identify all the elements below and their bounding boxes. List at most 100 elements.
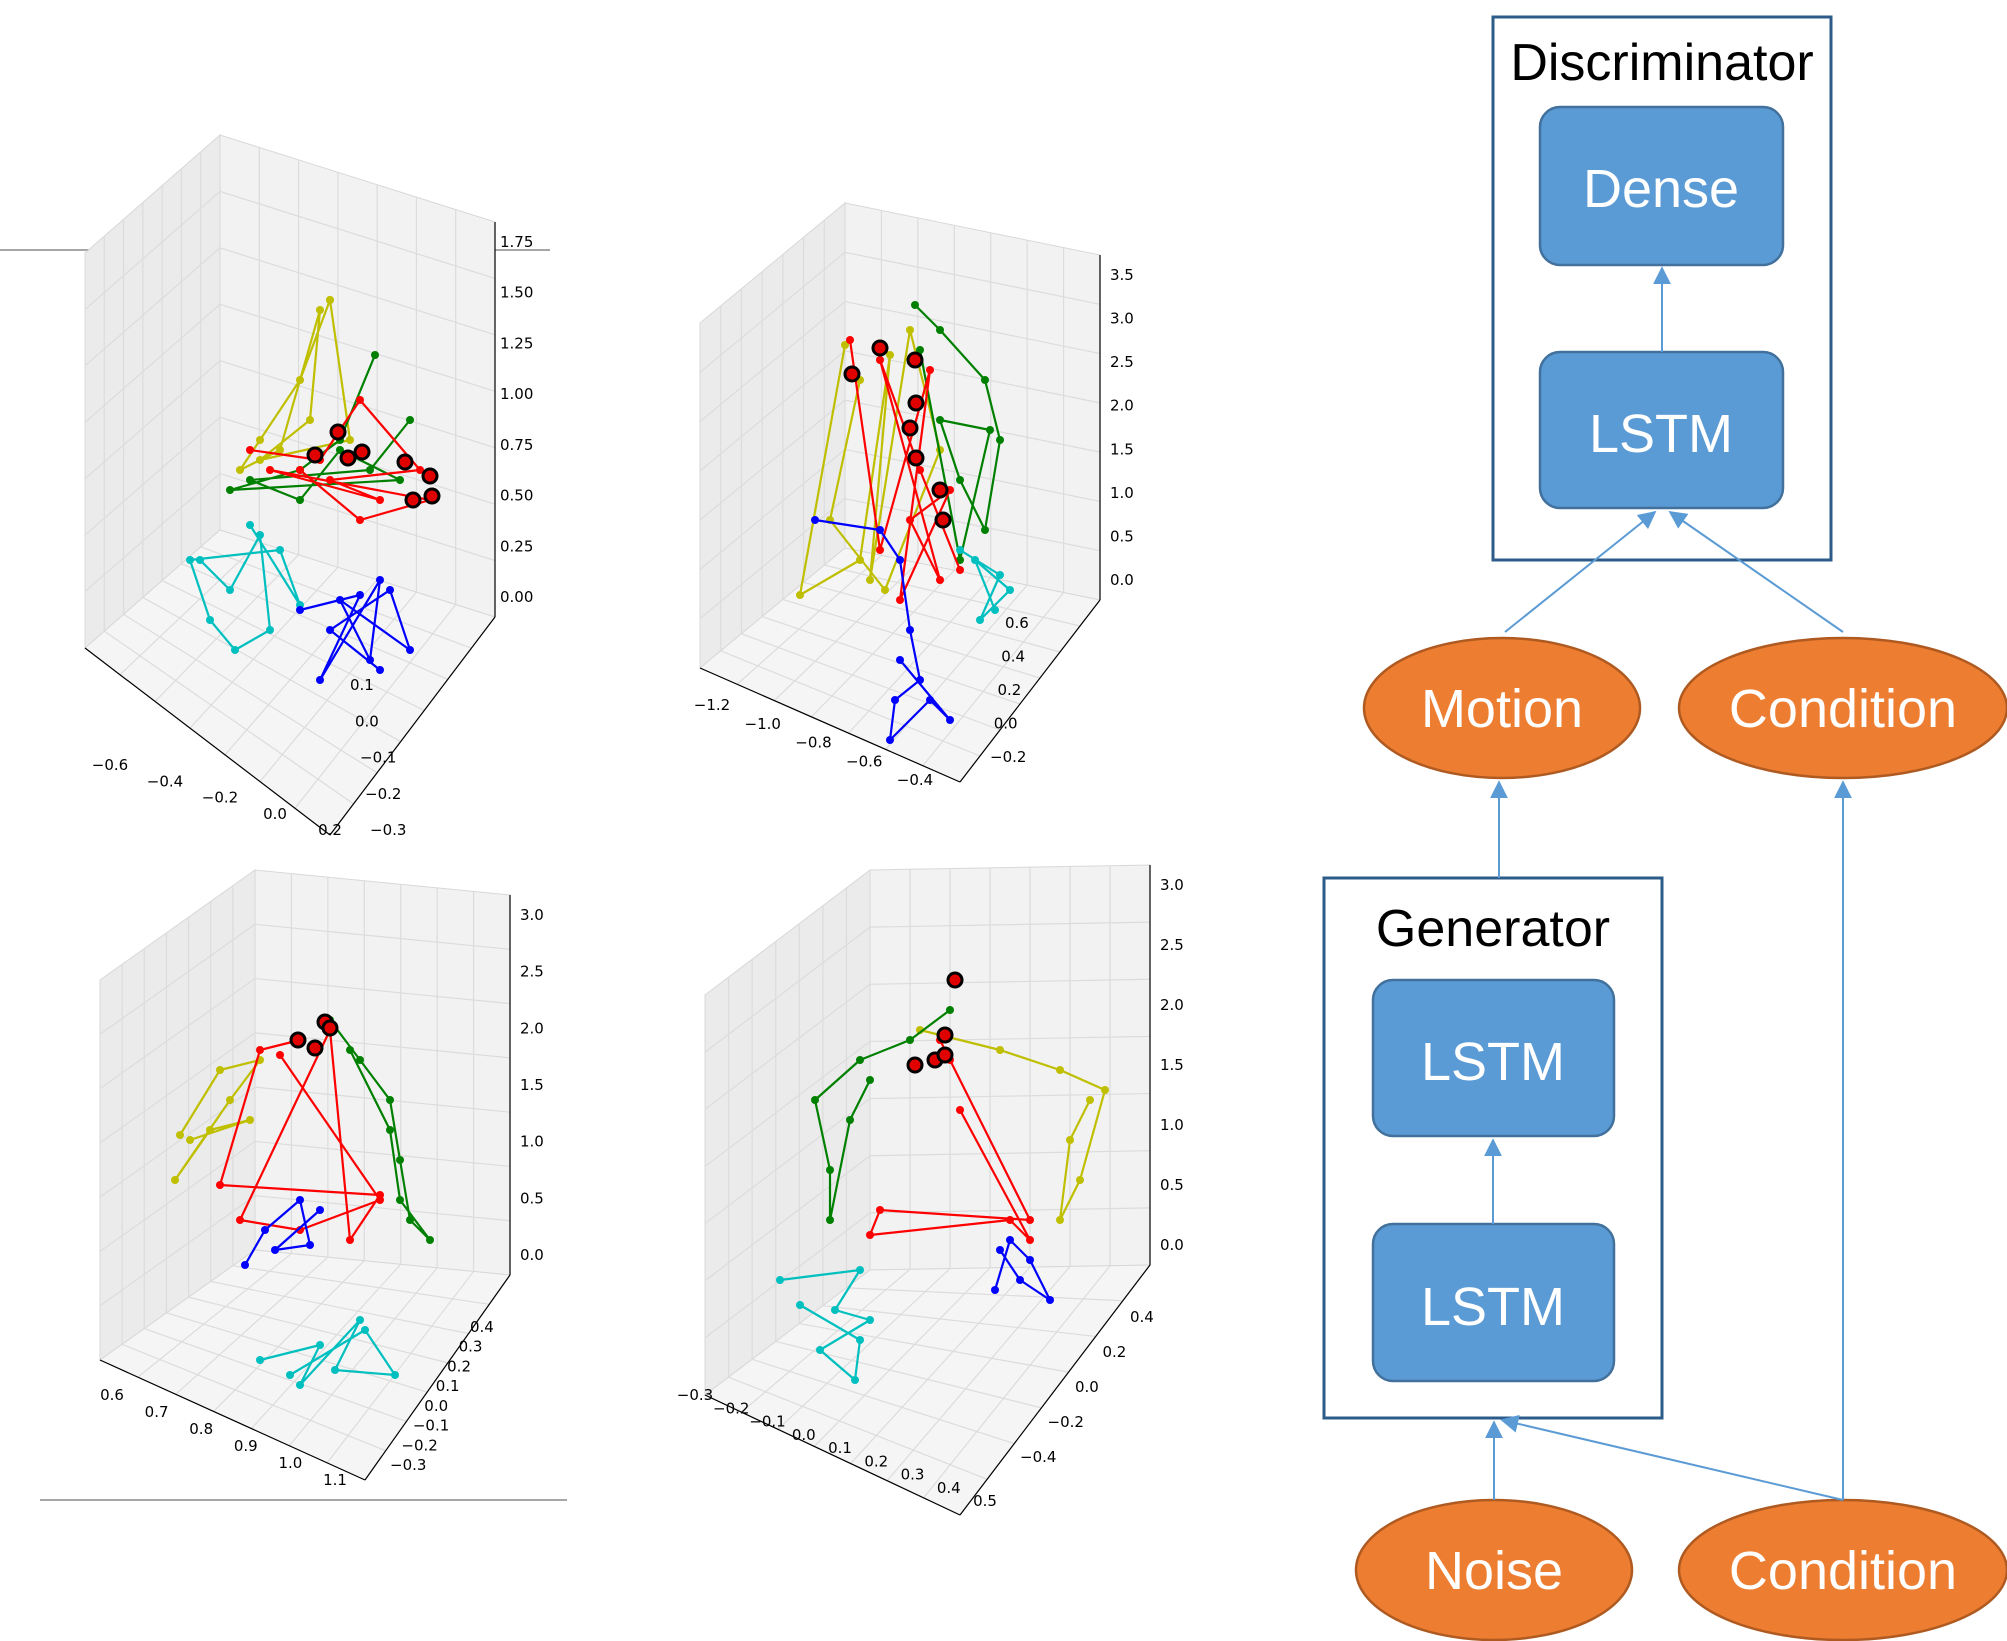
keypoint-marker <box>931 481 949 499</box>
grid-line <box>326 1271 475 1464</box>
skeleton-joint <box>296 1226 304 1234</box>
skeleton-joint <box>346 1046 354 1054</box>
skeleton-joint <box>206 1126 214 1134</box>
x-axis-line <box>99 1359 366 1481</box>
grid-line <box>259 591 417 782</box>
skeleton-joint <box>906 626 914 634</box>
z-tick-label: 0.00 <box>500 588 533 606</box>
skeleton-joint <box>886 736 894 744</box>
skeleton-bone-path <box>868 1038 1032 1242</box>
grid-line <box>294 604 457 809</box>
skeleton-joint <box>911 301 919 309</box>
grid-line <box>161 580 425 711</box>
plot-4-keypoints <box>906 971 964 1074</box>
skeleton-joint <box>256 456 264 464</box>
skeleton-joint <box>216 1066 224 1074</box>
skeleton-joint <box>1066 1136 1074 1144</box>
skeleton-joint <box>936 576 944 584</box>
skeleton-joint <box>331 1366 339 1374</box>
skeleton-joint <box>926 366 934 374</box>
z-tick-label: 1.5 <box>1110 440 1134 458</box>
plot-1-keypoints <box>306 423 441 509</box>
grid-line <box>84 416 221 536</box>
skeleton-joint <box>226 486 234 494</box>
skeleton-joint <box>936 326 944 334</box>
z-tick-label: 2.0 <box>1160 996 1184 1014</box>
x-tick-label: 0.2 <box>864 1452 888 1470</box>
skeleton-joint <box>956 566 964 574</box>
x-tick-label: −0.3 <box>677 1386 713 1404</box>
keypoint-marker <box>329 423 347 441</box>
grid-line <box>219 190 496 280</box>
skeleton-joint <box>971 556 979 564</box>
z-tick-label: 3.5 <box>1110 266 1134 284</box>
keypoint-marker <box>423 487 441 505</box>
z-tick-label: 2.5 <box>1160 936 1184 954</box>
x-axis-line <box>699 667 961 783</box>
plot-2: 3.5 3.0 2.5 2.0 1.5 1.0 0.5 0.0 −1.2 −1.0 −0.8 −0.6… <box>694 201 1134 789</box>
x-tick-label: 0.3 <box>901 1466 925 1484</box>
grid-line <box>213 1260 365 1412</box>
skeleton-joint <box>906 326 914 334</box>
x-tick-label: 0.6 <box>100 1386 124 1404</box>
skeleton-joint <box>1006 1216 1014 1224</box>
skeleton-joint <box>996 436 1004 444</box>
generator-lstm-top-block <box>1371 978 1616 1138</box>
x-axis-line <box>704 1394 961 1516</box>
grid-line <box>751 1358 1015 1445</box>
y-tick-label: 0.2 <box>1103 1343 1127 1361</box>
x-tick-label: −0.4 <box>897 771 933 789</box>
generator-title: Generator <box>1376 900 1610 958</box>
motion-ellipse <box>1362 636 1642 780</box>
grid-line <box>188 1296 449 1364</box>
skeleton-joint <box>356 396 364 404</box>
grid-line <box>210 1280 469 1335</box>
y-tick-label: 0.4 <box>1130 1308 1154 1326</box>
condition-to-generator-arrow <box>1500 1414 1844 1501</box>
skeleton-joint <box>981 526 989 534</box>
z-tick-label: 1.75 <box>500 233 533 251</box>
keypoint-marker <box>321 1019 339 1037</box>
y-tick-label: −0.2 <box>401 1436 437 1454</box>
generator-lstm-top-label: LSTM <box>1421 1032 1565 1092</box>
x-tick-label: −0.6 <box>92 756 128 774</box>
z-tick-label: 2.0 <box>1110 397 1134 415</box>
skeleton-joint <box>946 716 954 724</box>
skeleton-joint <box>386 1126 394 1134</box>
skeleton-joint <box>1076 1176 1084 1184</box>
skeleton-bone-path <box>188 524 302 652</box>
y-tick-label: 0.1 <box>436 1377 460 1395</box>
keypoint-marker <box>421 467 439 485</box>
grid-line <box>699 350 846 472</box>
y-tick-label: −0.4 <box>1020 1448 1056 1466</box>
grid-line <box>200 546 472 649</box>
grid-line <box>846 1287 1123 1302</box>
skeleton-joint <box>256 1046 264 1054</box>
skeleton-joint <box>986 426 994 434</box>
z-tick-label: 1.5 <box>1160 1056 1184 1074</box>
motion-to-discriminator-arrow <box>1504 510 1657 633</box>
z-tick-label: 3.0 <box>520 906 544 924</box>
z-tick-label: 3.0 <box>1110 310 1134 328</box>
skeleton-joint <box>1046 1296 1054 1304</box>
skeleton-joint <box>306 1241 314 1249</box>
y-tick-label: 0.0 <box>994 715 1018 733</box>
keypoint-marker <box>936 1026 954 1044</box>
skeleton-joint <box>356 1316 364 1324</box>
gan-architecture-diagram: Discriminator Dense LSTM Motion Conditio… <box>1322 15 2007 1641</box>
grid-line <box>704 926 871 1053</box>
motion-label: Motion <box>1421 679 1583 739</box>
skeleton-joint <box>881 586 889 594</box>
grid-line <box>189 566 339 729</box>
grid-line <box>736 554 882 685</box>
skeleton-joint <box>856 556 864 564</box>
y-tick-label: −0.1 <box>413 1417 449 1435</box>
grid-line <box>824 564 1081 627</box>
grid-line <box>154 554 300 702</box>
skeleton-bone-path <box>299 578 412 682</box>
keypoint-marker <box>306 1039 324 1057</box>
skeleton-joint <box>226 586 234 594</box>
z-tick-label: 2.0 <box>520 1019 544 1037</box>
skeleton-joint <box>246 476 254 484</box>
grid-line <box>844 448 1101 503</box>
